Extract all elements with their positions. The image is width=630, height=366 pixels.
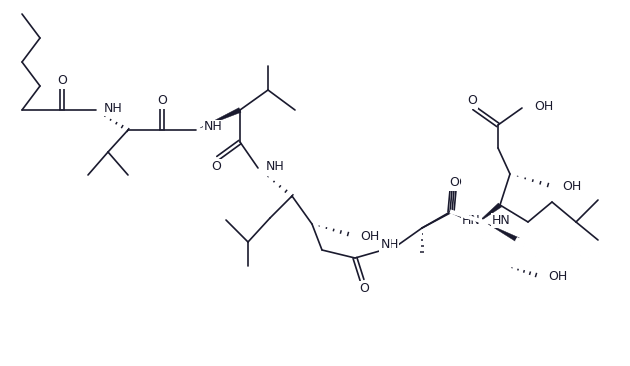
Polygon shape xyxy=(488,224,519,242)
Text: HN: HN xyxy=(462,213,481,227)
Text: NH: NH xyxy=(104,101,123,115)
Text: OH: OH xyxy=(562,179,581,193)
Text: O: O xyxy=(359,281,369,295)
Text: O: O xyxy=(157,94,167,108)
Text: OH: OH xyxy=(360,229,379,243)
Text: NH: NH xyxy=(266,160,285,172)
Text: N: N xyxy=(381,239,390,251)
Polygon shape xyxy=(200,108,241,128)
Text: O: O xyxy=(467,94,477,108)
Text: NH: NH xyxy=(204,120,223,134)
Text: OH: OH xyxy=(534,100,553,112)
Polygon shape xyxy=(476,203,501,224)
Text: O: O xyxy=(449,176,459,190)
Text: OH: OH xyxy=(548,270,567,284)
Text: O: O xyxy=(451,176,461,190)
Text: O: O xyxy=(57,75,67,87)
Text: HN: HN xyxy=(492,213,511,227)
Text: H: H xyxy=(388,239,398,251)
Text: O: O xyxy=(211,160,221,172)
